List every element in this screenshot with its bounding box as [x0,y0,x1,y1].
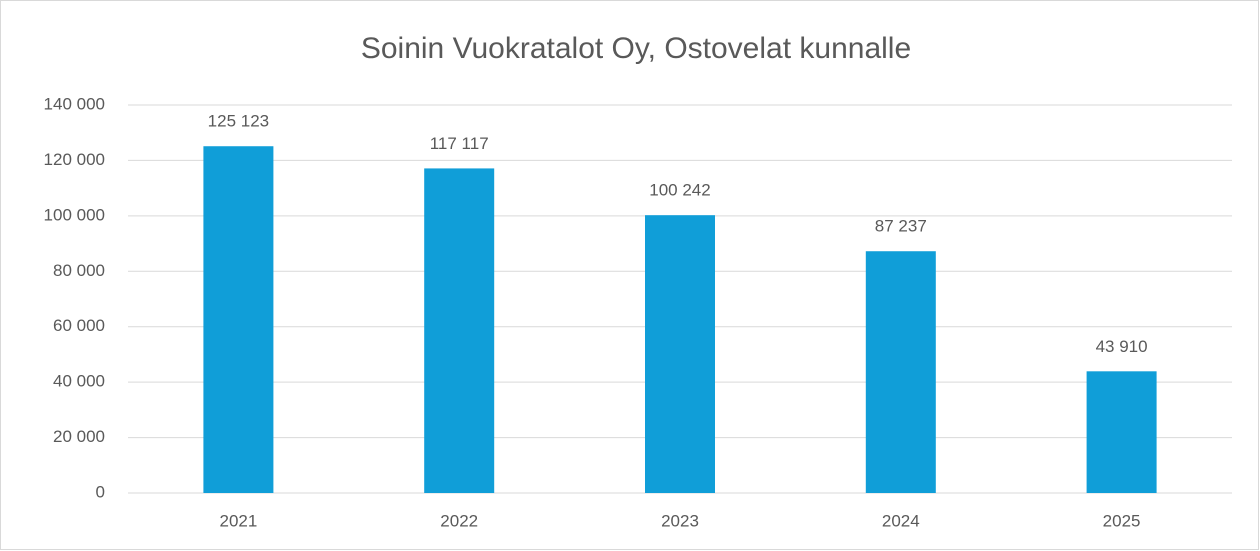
data-label: 43 910 [1096,337,1148,356]
bar [865,251,936,493]
bar [424,168,495,494]
data-label: 100 242 [649,181,710,200]
data-label: 87 237 [875,217,927,236]
data-label: 125 123 [208,112,269,131]
y-tick-label: 100 000 [44,205,105,224]
y-tick-label: 40 000 [53,372,105,391]
y-tick-label: 140 000 [44,94,105,113]
x-tick-label: 2023 [661,511,699,530]
y-tick-label: 120 000 [44,150,105,169]
x-tick-label: 2022 [440,511,478,530]
bar [203,146,274,494]
x-tick-label: 2025 [1103,511,1141,530]
bar [1086,371,1157,493]
y-tick-label: 20 000 [53,427,105,446]
bar [645,215,715,493]
y-tick-label: 60 000 [53,316,105,335]
x-tick-label: 2021 [219,511,257,530]
chart-title: Soinin Vuokratalot Oy, Ostovelat kunnall… [361,32,911,65]
x-tick-label: 2024 [882,511,920,530]
data-label: 117 117 [430,134,489,153]
y-tick-label: 80 000 [53,261,105,280]
y-tick-label: 0 [96,482,105,501]
